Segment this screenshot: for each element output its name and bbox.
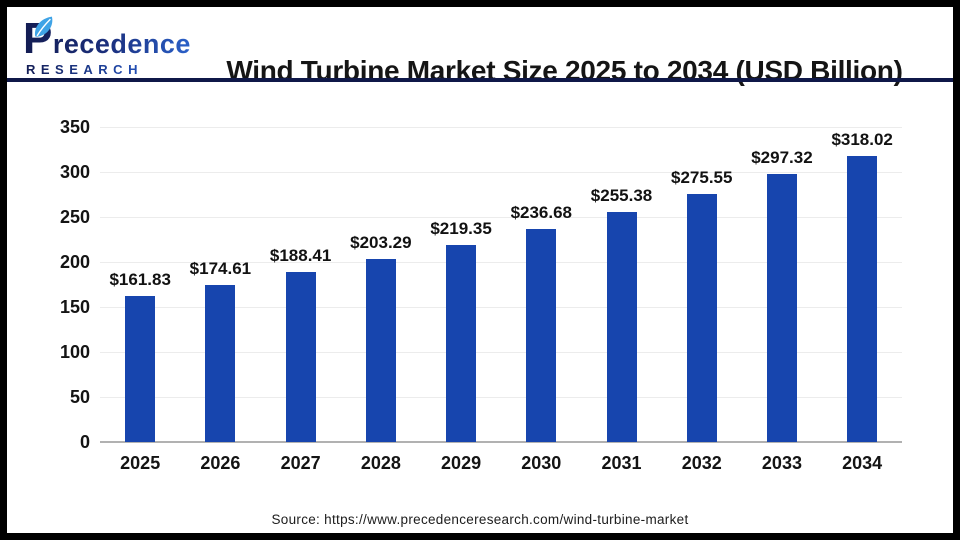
bar xyxy=(606,212,637,442)
x-axis-tick-label: 2033 xyxy=(761,453,802,473)
gridline xyxy=(100,352,902,353)
bar xyxy=(125,296,156,442)
bar-value-label: $297.32 xyxy=(751,148,813,168)
bar-value-label: $255.38 xyxy=(590,186,653,206)
y-axis-tick-label: 150 xyxy=(59,297,90,317)
bar xyxy=(365,259,396,442)
bar xyxy=(686,194,717,442)
y-axis-tick-label: 200 xyxy=(59,252,90,272)
gridline xyxy=(100,262,902,263)
x-axis-tick-label: 2028 xyxy=(360,453,401,473)
gridline xyxy=(100,217,902,218)
bar-value-label: $174.61 xyxy=(189,258,252,278)
x-axis-tick-label: 2032 xyxy=(681,453,722,473)
bar-value-label: $203.29 xyxy=(350,233,412,253)
x-axis-tick-label: 2031 xyxy=(601,453,642,473)
precedence-research-logo: Precedence RESEARCH xyxy=(23,14,213,79)
x-axis-tick-label: 2029 xyxy=(441,453,482,473)
y-axis-tick-label: 0 xyxy=(79,432,90,452)
source-line: Source: https://www.precedenceresearch.c… xyxy=(271,512,689,527)
bar xyxy=(526,228,557,442)
gridline xyxy=(100,307,902,308)
x-axis-tick-label: 2034 xyxy=(842,453,883,473)
bar-value-label: $318.02 xyxy=(831,129,893,149)
gridline xyxy=(100,397,902,398)
logo-subtitle: RESEARCH xyxy=(23,62,213,77)
bar xyxy=(446,244,477,442)
y-axis-tick-label: 350 xyxy=(59,117,90,137)
bar xyxy=(285,272,316,442)
y-axis-tick-label: 100 xyxy=(59,342,90,362)
x-axis-tick-label: 2030 xyxy=(521,453,562,473)
bar-value-label: $219.35 xyxy=(430,218,492,238)
gridline xyxy=(100,127,902,128)
bar-value-label: $161.83 xyxy=(109,270,171,290)
bar-value-label: $275.55 xyxy=(671,168,733,187)
x-axis-tick-label: 2026 xyxy=(200,453,241,473)
bar-value-label: $188.41 xyxy=(269,246,332,266)
x-axis-line xyxy=(100,441,902,443)
gridline xyxy=(100,172,902,173)
y-axis-tick-label: 300 xyxy=(59,162,90,182)
bar xyxy=(205,284,236,442)
x-axis-tick-label: 2027 xyxy=(280,453,321,473)
leaf-icon xyxy=(29,15,58,45)
bar xyxy=(766,174,797,442)
y-axis-tick-label: 50 xyxy=(69,387,90,407)
bar-value-label: $236.68 xyxy=(510,202,573,222)
header: Precedence RESEARCH Wind Turbine Market … xyxy=(7,7,953,86)
x-axis-tick-label: 2025 xyxy=(120,453,161,473)
bar xyxy=(847,155,878,442)
y-axis-tick-label: 250 xyxy=(59,207,90,227)
header-divider xyxy=(7,78,953,82)
